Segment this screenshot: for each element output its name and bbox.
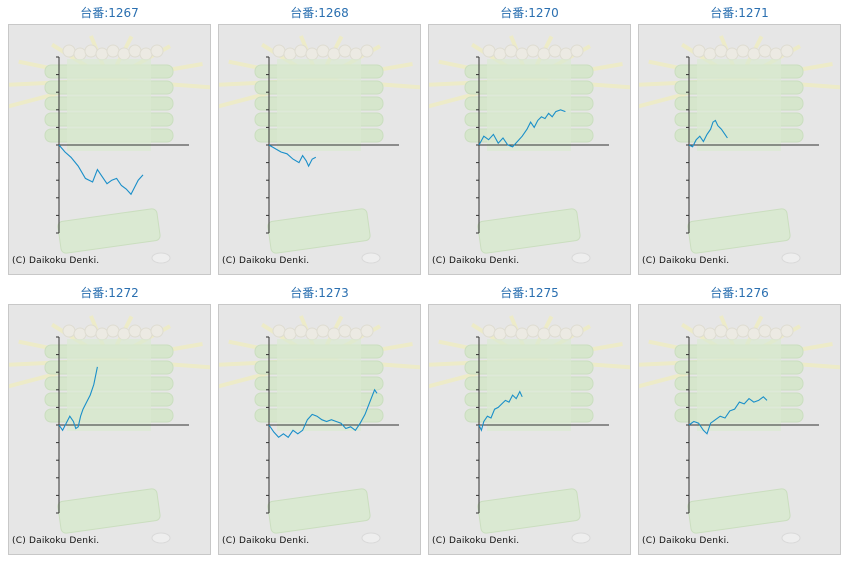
chart-title[interactable]: 台番:1268 [290,6,349,20]
chart-svg [429,35,630,264]
chart-panel: (C) Daikoku Denki. [428,24,631,275]
chart-title[interactable]: 台番:1271 [710,6,769,20]
copyright-label: (C) Daikoku Denki. [12,256,100,266]
chart-panel: (C) Daikoku Denki. [638,24,841,275]
series-line [478,109,566,148]
chart-title[interactable]: 台番:1267 [80,6,139,20]
background-illustration [639,35,840,264]
background-illustration [219,315,420,544]
series-line [58,144,144,196]
copyright-label: (C) Daikoku Denki. [12,536,100,546]
chart-title[interactable]: 台番:1273 [290,286,349,300]
chart-svg [219,315,420,544]
chart-svg [639,35,840,264]
copyright-label: (C) Daikoku Denki. [222,256,310,266]
copyright-label: (C) Daikoku Denki. [642,256,730,266]
chart-title[interactable]: 台番:1272 [80,286,139,300]
copyright-label: (C) Daikoku Denki. [642,536,730,546]
series-line [688,119,728,148]
background-illustration [9,315,210,544]
chart-svg [219,35,420,264]
chart-panel: (C) Daikoku Denki. [8,304,211,555]
background-illustration [219,35,420,264]
chart-panel: (C) Daikoku Denki. [218,304,421,555]
series-line [268,144,317,168]
chart-panel: (C) Daikoku Denki. [638,304,841,555]
copyright-label: (C) Daikoku Denki. [432,256,520,266]
background-illustration [429,35,630,264]
background-illustration [9,35,210,264]
series-line [688,396,768,435]
series-line [58,366,98,432]
chart-svg [429,315,630,544]
series-line [268,388,378,439]
chart-panel: (C) Daikoku Denki. [428,304,631,555]
chart-panel: (C) Daikoku Denki. [8,24,211,275]
chart-title[interactable]: 台番:1276 [710,286,769,300]
chart-title[interactable]: 台番:1275 [500,286,559,300]
chart-title[interactable]: 台番:1270 [500,6,559,20]
chart-svg [9,35,210,264]
series-line [478,390,523,432]
chart-panel: (C) Daikoku Denki. [218,24,421,275]
background-illustration [639,315,840,544]
background-illustration [429,315,630,544]
chart-svg [639,315,840,544]
copyright-label: (C) Daikoku Denki. [432,536,520,546]
copyright-label: (C) Daikoku Denki. [222,536,310,546]
chart-svg [9,315,210,544]
